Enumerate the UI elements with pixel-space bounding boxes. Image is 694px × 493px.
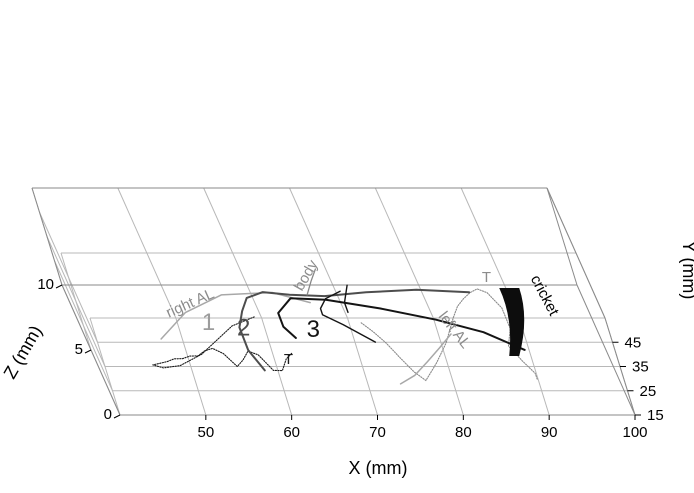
z-tick-label: 10: [37, 276, 54, 293]
box-edge: [546, 187, 606, 319]
x-tick-label: 60: [283, 424, 300, 441]
y-tick-label: 35: [632, 359, 649, 376]
body-label: body: [291, 257, 322, 294]
box-edge: [576, 284, 636, 416]
tip-label-left-antenna: T: [482, 269, 491, 286]
cricket-label: cricket: [527, 272, 563, 319]
z-axis-label: Z (mm): [0, 322, 46, 382]
trajectory-series-3: [160, 291, 311, 340]
trajectory-1-label: 1: [202, 309, 215, 336]
z-tick-mark: [84, 349, 92, 354]
trajectory-series-8: [306, 268, 317, 296]
z-tick-mark: [55, 284, 63, 289]
z-grid-side-line: [89, 317, 121, 416]
x-tick-label: 50: [197, 424, 214, 441]
x-tick-label: 100: [622, 424, 647, 441]
trajectory-series-1: [152, 316, 293, 372]
y-axis-label: Y (mm): [679, 241, 694, 300]
trajectory-series-6: [399, 333, 452, 385]
x-tick-label: 70: [369, 424, 386, 441]
trajectory-2-label: 2: [237, 315, 250, 342]
z-tick-label: 0: [104, 406, 112, 423]
tip-label-right-antenna: T: [284, 351, 293, 368]
x-tick-label: 90: [541, 424, 558, 441]
y-tick-label: 25: [640, 383, 657, 400]
trajectory-series-5: [277, 297, 526, 351]
trajectory-series-9: [343, 284, 349, 314]
z-tick-mark: [113, 414, 121, 419]
box-edge: [546, 187, 578, 286]
trajectories: [152, 268, 538, 385]
trajectory-series-4: [238, 288, 471, 372]
x-axis-label: X (mm): [349, 458, 408, 478]
z-grid-side-line: [60, 252, 92, 351]
y-tick-label: 15: [647, 407, 664, 424]
y-tick-label: 45: [625, 334, 642, 351]
x-tick-label: 80: [455, 424, 472, 441]
trajectory-series-7: [319, 290, 377, 343]
box-edge: [31, 187, 63, 286]
z-tick-label: 5: [75, 341, 83, 358]
trajectory-series-2: [360, 288, 538, 382]
cricket-shape: [499, 288, 525, 356]
trajectory-3-label: 3: [307, 316, 320, 343]
